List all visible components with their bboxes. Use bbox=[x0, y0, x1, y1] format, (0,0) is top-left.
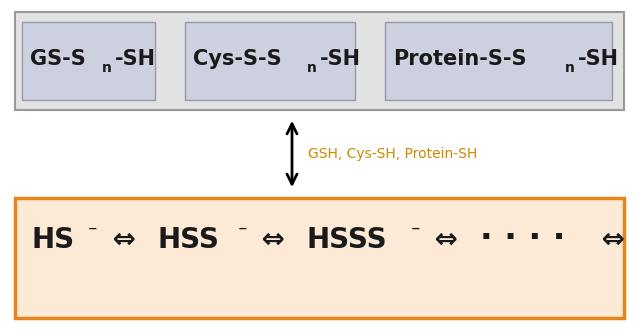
Text: HSS: HSS bbox=[158, 226, 220, 254]
Bar bbox=[185, 22, 355, 100]
Text: HS: HS bbox=[32, 226, 75, 254]
Text: ⇔: ⇔ bbox=[103, 226, 146, 254]
Bar bbox=[15, 12, 624, 110]
Text: ⁻: ⁻ bbox=[88, 224, 97, 242]
Text: GSH, Cys-SH, Protein-SH: GSH, Cys-SH, Protein-SH bbox=[308, 147, 477, 161]
Text: ⇔: ⇔ bbox=[252, 226, 295, 254]
Text: -SH: -SH bbox=[114, 49, 156, 69]
Bar bbox=[15, 198, 624, 318]
Text: Protein-S-S: Protein-S-S bbox=[393, 49, 527, 69]
Text: Cys-S-S: Cys-S-S bbox=[193, 49, 282, 69]
Text: GS-S: GS-S bbox=[30, 49, 86, 69]
Text: ⇔: ⇔ bbox=[592, 226, 635, 254]
Text: HSSS: HSSS bbox=[307, 226, 388, 254]
Bar bbox=[385, 22, 612, 100]
Text: n: n bbox=[566, 61, 575, 75]
Text: -SH: -SH bbox=[578, 49, 619, 69]
Text: ⁻: ⁻ bbox=[411, 224, 420, 242]
Text: ⁻: ⁻ bbox=[238, 224, 247, 242]
Text: -SH: -SH bbox=[320, 49, 361, 69]
Bar bbox=[22, 22, 155, 100]
Text: n: n bbox=[307, 61, 317, 75]
Text: n: n bbox=[102, 61, 112, 75]
Text: ⇔: ⇔ bbox=[426, 226, 468, 254]
Text: · · · ·: · · · · bbox=[481, 222, 566, 255]
